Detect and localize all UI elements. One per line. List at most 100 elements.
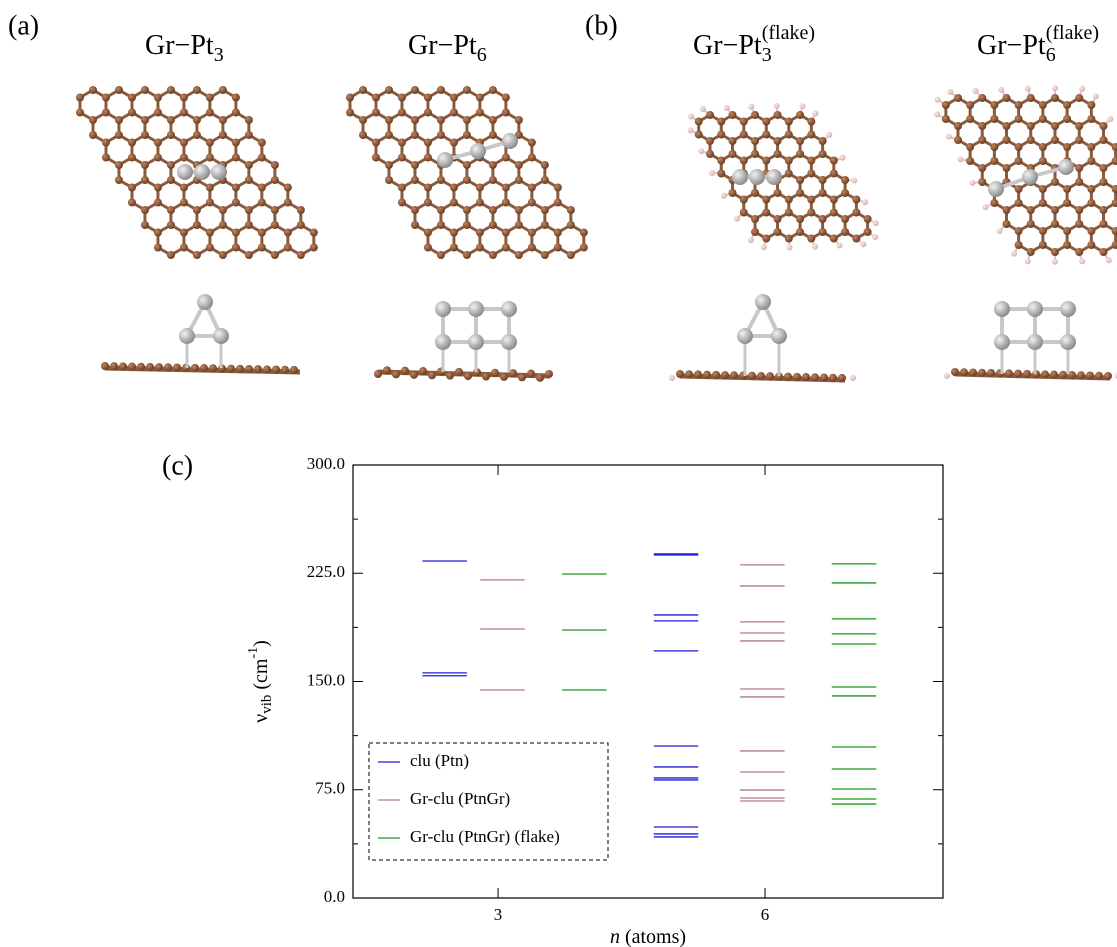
carbon-atom — [167, 206, 175, 214]
legend-label: Gr-clu (PtnGr) (flake) — [410, 827, 560, 846]
carbon-atom — [1002, 206, 1010, 214]
x-axis-label-italic: n — [610, 926, 620, 947]
carbon-atom — [762, 131, 770, 139]
carbon-atom — [411, 116, 419, 124]
carbon-atom — [694, 370, 702, 378]
carbon-atom — [219, 86, 227, 94]
carbon-atom — [740, 209, 748, 217]
carbon-atom — [978, 164, 986, 172]
carbon-atom — [1099, 206, 1107, 214]
pt-cluster — [994, 301, 1076, 350]
carbon-atom — [978, 136, 986, 144]
carbon-atom — [193, 221, 201, 229]
carbon-atom — [359, 86, 367, 94]
carbon-atom — [1015, 143, 1023, 151]
carbon-atom — [729, 189, 737, 197]
title-text: Gr−Pt — [408, 30, 477, 61]
carbon-atom — [864, 215, 872, 223]
carbon-atom — [1027, 122, 1035, 130]
carbon-atom — [554, 184, 562, 192]
carbon-atom — [852, 235, 860, 243]
carbon-atom — [219, 251, 227, 259]
carbon-atom — [232, 184, 240, 192]
carbon-atom — [706, 137, 714, 145]
carbon-atom — [1063, 199, 1071, 207]
carbon-atom — [258, 154, 266, 162]
carbon-atom — [290, 366, 298, 374]
carbon-atom — [1002, 164, 1010, 172]
carbon-atom — [410, 371, 418, 379]
carbon-atom — [729, 111, 737, 119]
carbon-atom — [271, 161, 279, 169]
carbon-atom — [424, 139, 432, 147]
carbon-atom — [232, 139, 240, 147]
carbon-atom — [173, 363, 181, 371]
carbon-atom — [115, 176, 123, 184]
carbon-atom — [463, 176, 471, 184]
pt-atom — [468, 334, 484, 350]
carbon-atom — [272, 366, 280, 374]
carbon-atom — [206, 199, 214, 207]
carbon-atom — [232, 94, 240, 102]
carbon-atom — [258, 199, 266, 207]
carbon-atom — [258, 184, 266, 192]
hydrogen-atom — [1093, 93, 1099, 99]
carbon-atom — [102, 94, 110, 102]
carbon-atom — [1075, 122, 1083, 130]
carbon-atom — [502, 184, 510, 192]
carbon-atom — [297, 221, 305, 229]
pt-atom — [468, 301, 484, 317]
carbon-atom — [1039, 241, 1047, 249]
title-subscript: 6 — [477, 44, 487, 66]
carbon-atom — [383, 366, 391, 374]
carbon-atom — [785, 170, 793, 178]
carbon-atom — [729, 137, 737, 145]
carbon-atom — [751, 215, 759, 223]
structure-title: Gr−Pt3(flake) — [693, 22, 815, 66]
structure-title: Gr−Pt3 — [145, 30, 224, 65]
carbon-atom — [219, 206, 227, 214]
carbon-atom — [411, 161, 419, 169]
carbon-atom — [852, 196, 860, 204]
pt-cluster — [732, 169, 782, 185]
carbon-atom — [1059, 371, 1067, 379]
pt-atom — [994, 301, 1010, 317]
carbon-atom — [489, 221, 497, 229]
carbon-atom — [385, 131, 393, 139]
hydrogen-atom — [935, 97, 941, 103]
carbon-atom — [515, 206, 523, 214]
carbon-atom — [515, 116, 523, 124]
carbon-atom — [830, 196, 838, 204]
title-superscript: (flake) — [762, 22, 815, 44]
carbon-atom — [518, 373, 526, 381]
carbon-atom — [1002, 136, 1010, 144]
carbon-atom — [463, 251, 471, 259]
x-axis-label-text: (atoms) — [620, 926, 686, 947]
carbon-atom — [1087, 143, 1095, 151]
carbon-atom — [476, 244, 484, 252]
carbon-atom — [424, 229, 432, 237]
carbon-atom — [245, 221, 253, 229]
carbon-atom — [232, 229, 240, 237]
pt-atom — [755, 294, 771, 310]
carbon-atom — [515, 161, 523, 169]
carbon-atom — [1039, 115, 1047, 123]
carbon-atom — [545, 370, 553, 378]
hydrogen-atom — [969, 180, 975, 186]
carbon-atom — [1087, 241, 1095, 249]
carbon-atom — [1015, 115, 1023, 123]
y-axis-unit: (cm — [250, 658, 272, 695]
carbon-atom — [450, 94, 458, 102]
carbon-atom — [428, 371, 436, 379]
carbon-atom — [372, 139, 380, 147]
carbon-atom — [141, 221, 149, 229]
pt-atom — [1060, 301, 1076, 317]
hydrogen-atom — [1107, 116, 1113, 122]
panel-label: (a) — [8, 10, 39, 41]
carbon-atom — [167, 131, 175, 139]
carbon-atom — [1075, 136, 1083, 144]
carbon-atom — [1087, 101, 1095, 109]
carbon-atom — [258, 244, 266, 252]
carbon-atom — [245, 251, 253, 259]
title-subscript: 6 — [1046, 44, 1056, 66]
